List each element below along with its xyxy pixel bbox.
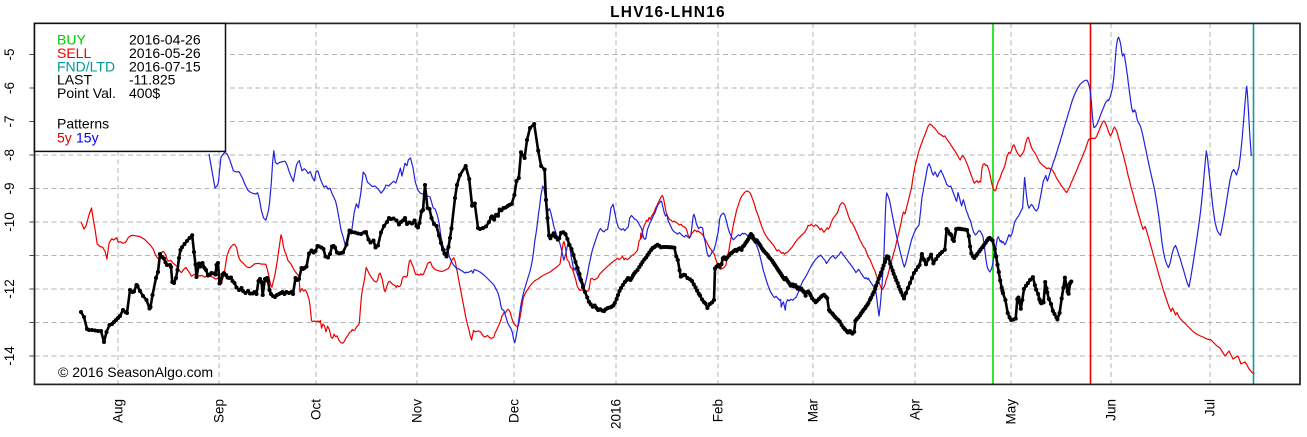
svg-text:BUY: BUY [57, 32, 86, 48]
svg-text:Patterns: Patterns [57, 116, 109, 132]
svg-text:Sep: Sep [212, 399, 227, 423]
svg-text:FND/LTD: FND/LTD [57, 58, 115, 74]
svg-text:© 2016 SeasonAlgo.com: © 2016 SeasonAlgo.com [58, 364, 213, 380]
svg-text:Nov: Nov [410, 399, 425, 423]
svg-text:-6: -6 [2, 82, 17, 94]
svg-text:Jun: Jun [1104, 399, 1119, 421]
svg-text:-9: -9 [2, 182, 17, 194]
svg-text:Point Val.: Point Val. [57, 85, 116, 101]
svg-text:5y: 5y [57, 129, 72, 145]
svg-text:400$: 400$ [129, 85, 160, 101]
svg-text:Oct: Oct [309, 399, 324, 420]
svg-text:Jul: Jul [1203, 399, 1218, 416]
svg-text:LAST: LAST [57, 72, 92, 88]
svg-text:-12: -12 [2, 279, 17, 299]
svg-text:Mar: Mar [806, 398, 821, 422]
svg-text:2016: 2016 [609, 399, 624, 429]
svg-text:2016-04-26: 2016-04-26 [129, 32, 201, 48]
svg-text:LHV16-LHN16: LHV16-LHN16 [610, 4, 726, 21]
svg-text:Apr: Apr [908, 399, 923, 421]
svg-text:Dec: Dec [507, 399, 522, 423]
svg-text:2016-07-15: 2016-07-15 [129, 58, 201, 74]
svg-text:-14: -14 [2, 346, 17, 366]
svg-text:2016-05-26: 2016-05-26 [129, 45, 201, 61]
svg-text:-8: -8 [2, 149, 17, 161]
svg-text:Feb: Feb [711, 399, 726, 422]
svg-text:May: May [1004, 399, 1019, 425]
svg-text:SELL: SELL [57, 45, 91, 61]
svg-text:-7: -7 [2, 115, 17, 127]
svg-text:Aug: Aug [111, 399, 126, 423]
svg-text:15y: 15y [76, 129, 99, 145]
svg-text:-10: -10 [2, 212, 17, 232]
svg-text:-11.825: -11.825 [129, 72, 176, 88]
svg-text:-5: -5 [2, 48, 17, 60]
